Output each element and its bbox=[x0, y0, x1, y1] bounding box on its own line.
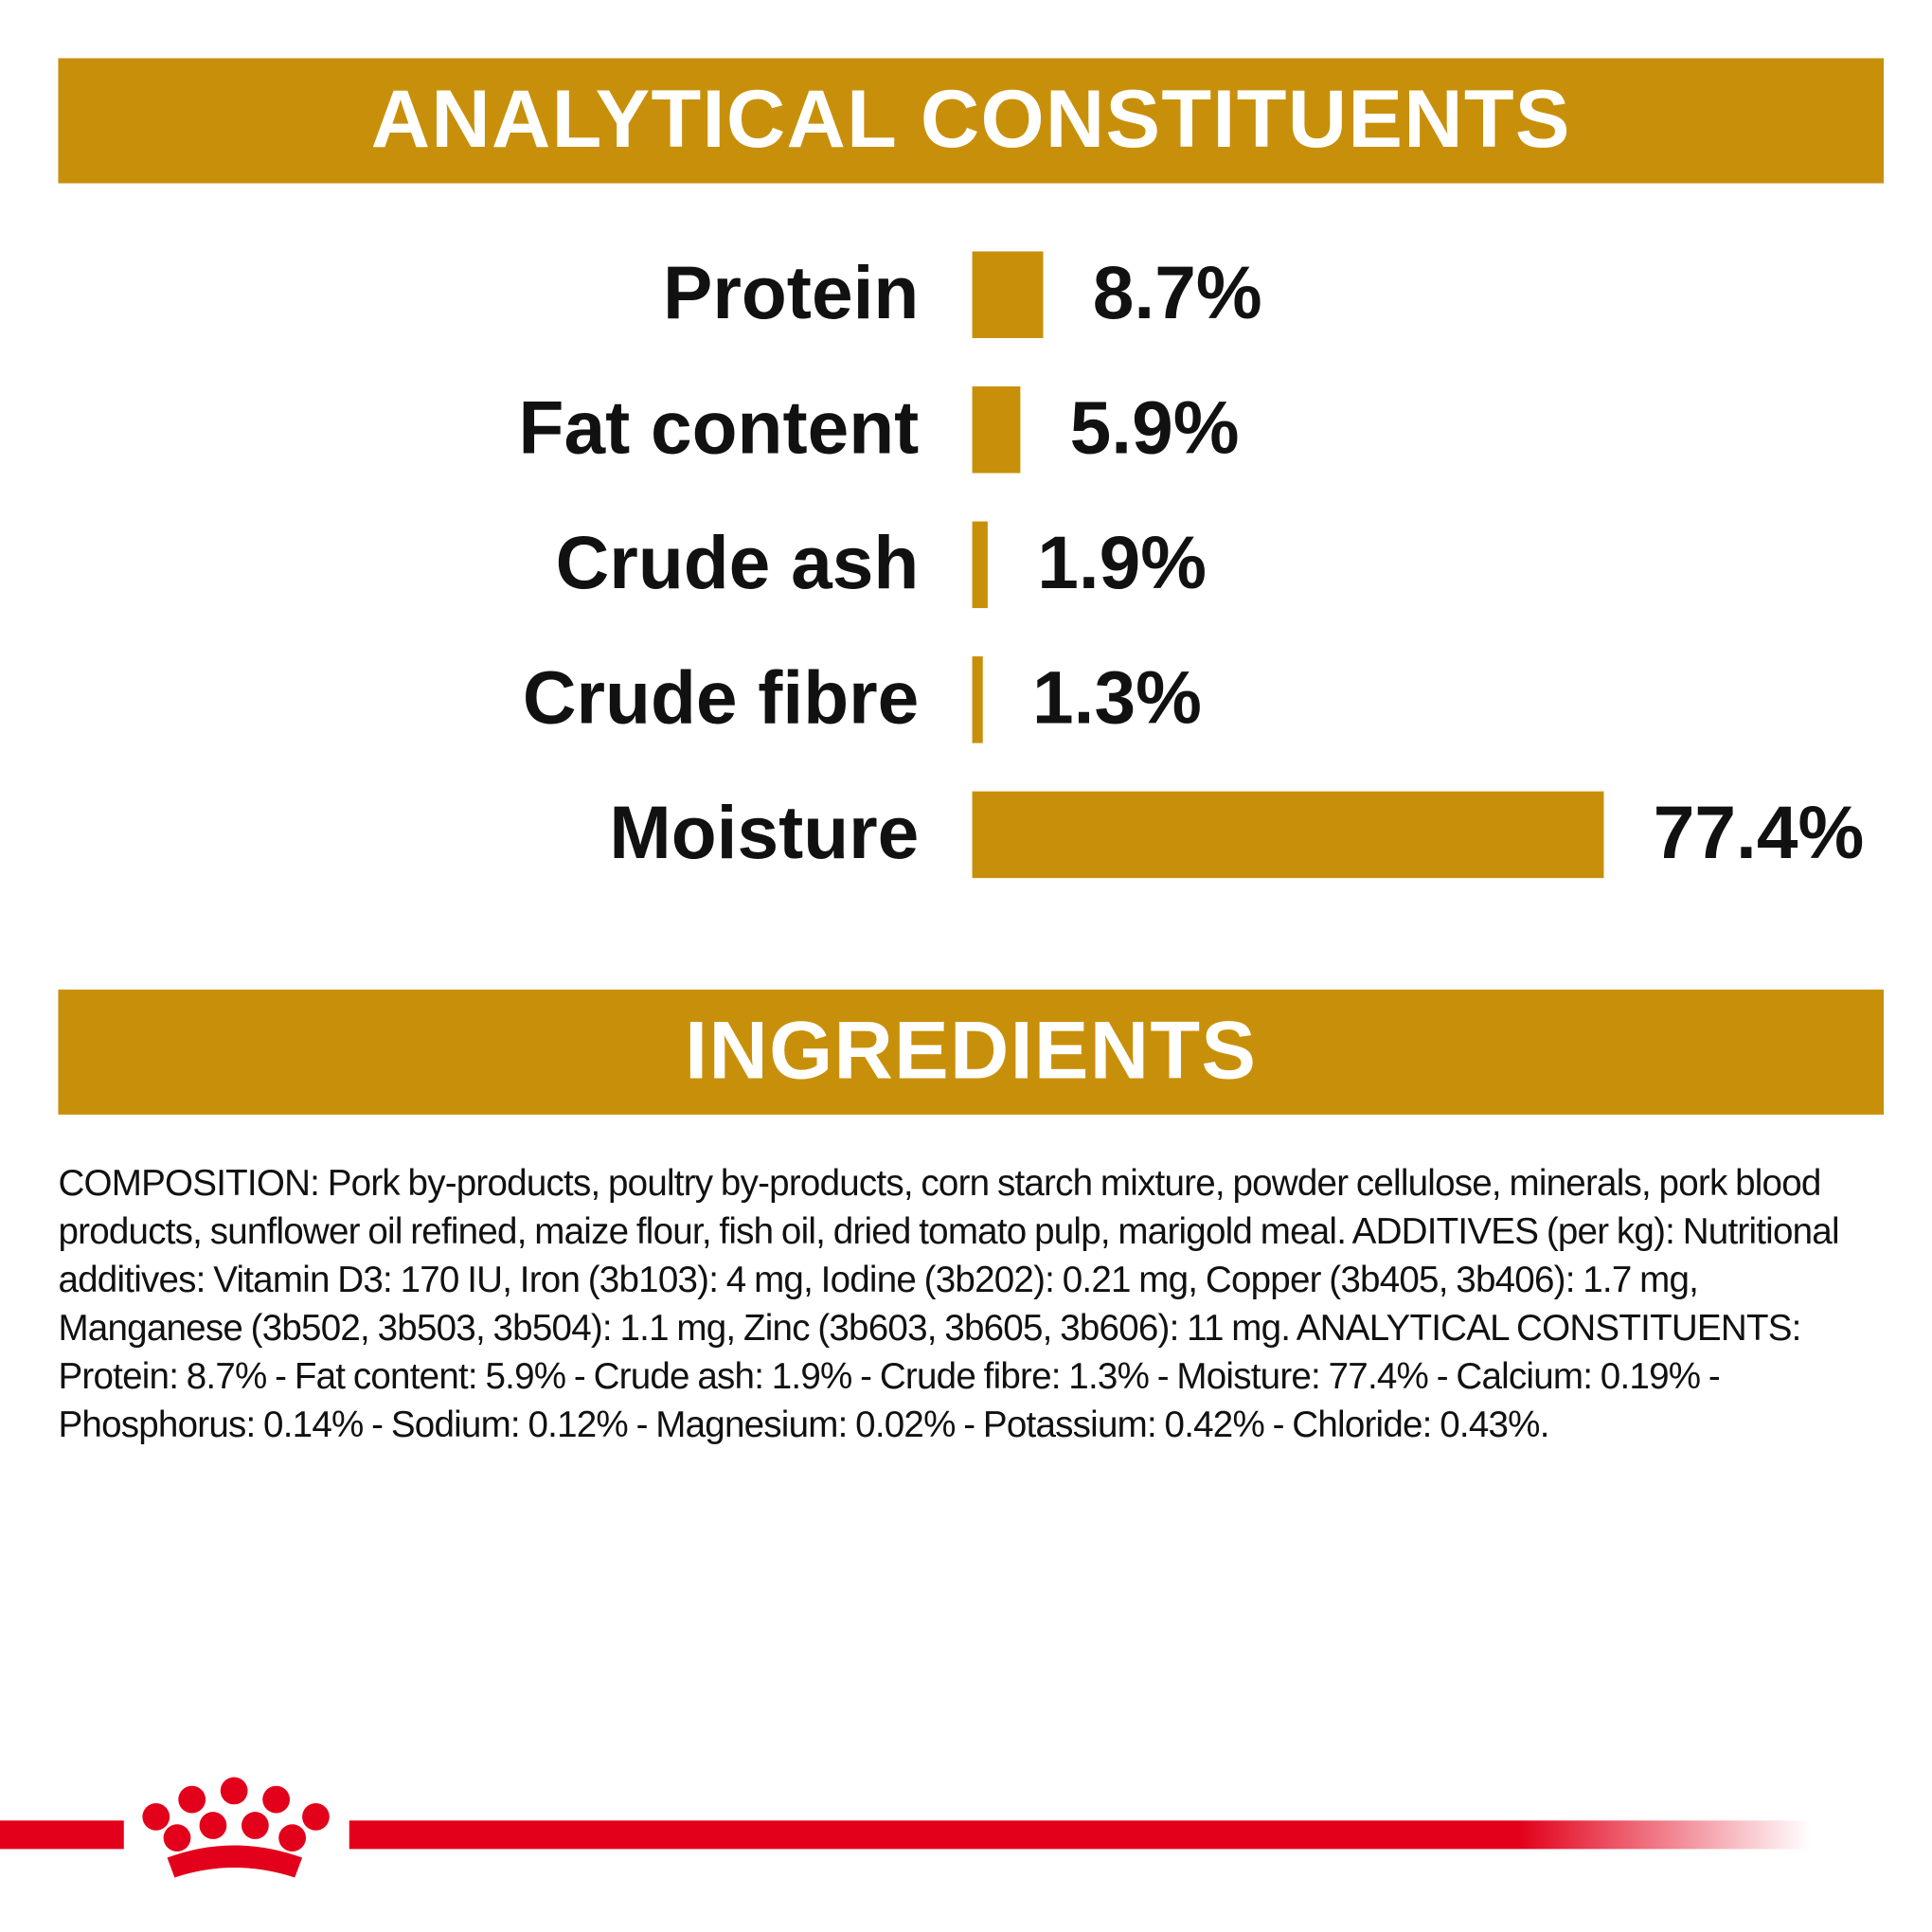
header-band bbox=[58, 989, 1884, 1115]
footer-line bbox=[349, 1820, 1811, 1850]
category-label: Crude ash bbox=[556, 521, 920, 604]
value-label: 77.4% bbox=[1654, 791, 1864, 874]
bar bbox=[972, 251, 1044, 338]
header-band bbox=[58, 58, 1884, 184]
footer-line bbox=[0, 1820, 124, 1850]
bar bbox=[972, 791, 1604, 879]
bar-chart: Protein 8.7% Fat content 5.9% Crude ash 1.9% C… bbox=[519, 251, 1864, 879]
category-label: Protein bbox=[663, 251, 919, 334]
bar bbox=[972, 656, 983, 743]
value-label: 1.9% bbox=[1037, 521, 1207, 604]
chart-title: ANALYTICAL CONSTITUENTS bbox=[371, 74, 1571, 165]
ingredients-block: COMPOSITION: Pork by-products, poultry b… bbox=[58, 1162, 1839, 1446]
crown-icon bbox=[142, 1777, 330, 1878]
section-title: INGREDIENTS bbox=[685, 1005, 1257, 1096]
bar bbox=[972, 386, 1021, 474]
category-label: Moisture bbox=[609, 791, 919, 874]
category-label: Crude fibre bbox=[523, 655, 919, 739]
ingredients-text: COMPOSITION: Pork by-products, poultry b… bbox=[58, 1162, 1839, 1446]
value-label: 8.7% bbox=[1093, 251, 1262, 334]
category-label: Fat content bbox=[519, 385, 920, 469]
footer-logo bbox=[0, 1777, 1811, 1878]
bar bbox=[972, 521, 988, 609]
value-label: 1.3% bbox=[1032, 655, 1202, 739]
value-label: 5.9% bbox=[1070, 385, 1240, 469]
